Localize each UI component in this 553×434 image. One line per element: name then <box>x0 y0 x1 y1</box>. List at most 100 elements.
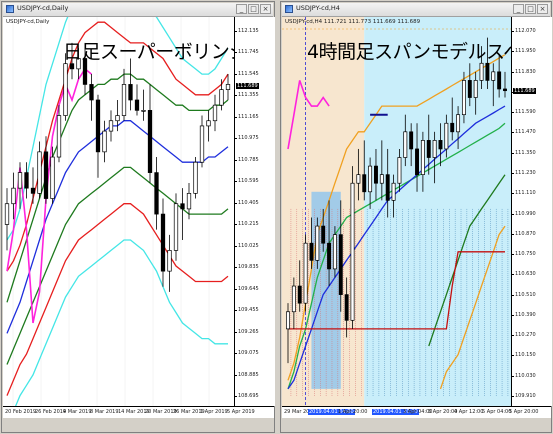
candle-body <box>186 192 192 210</box>
x-tick-label: 29 Mar 2019 <box>284 409 316 415</box>
y-tick-label: 109.910 <box>515 393 536 399</box>
candle-body <box>327 242 332 270</box>
h4-plot-area[interactable]: USDJPY-cd,H4 111.721 111.773 111.669 111… <box>282 17 511 406</box>
candle-body <box>11 187 16 205</box>
candle-body <box>397 157 402 184</box>
y-tick-label: 111.230 <box>515 169 536 176</box>
h4-chart-window[interactable]: USDJPY-cd,H4 _ □ × USDJPY-cd,H4 111.721 … <box>280 1 552 433</box>
candle-body <box>141 110 146 112</box>
minimize-icon[interactable]: _ <box>513 4 524 14</box>
y-tick <box>235 95 237 97</box>
y-tick-label: 111.545 <box>238 70 259 77</box>
x-tick-label: 1 Apr 20:00 <box>338 409 368 415</box>
y-tick-label: 110.990 <box>515 210 536 217</box>
y-tick <box>235 224 237 226</box>
daily-price-axis[interactable]: 112.135 111.745 111.545 111.355 111.165 110.9… <box>234 17 275 406</box>
candle-body <box>473 80 478 98</box>
series-line-red-1 <box>6 21 229 272</box>
y-tick-label: 110.595 <box>238 178 259 185</box>
current-price-label: 111.689 <box>236 82 259 89</box>
candle-body <box>444 122 449 150</box>
maximize-icon[interactable]: □ <box>525 4 536 14</box>
series-line-orange-1 <box>287 54 506 381</box>
plot-symbol: USDJPY-cd,Daily <box>6 19 50 25</box>
y-tick <box>235 245 237 247</box>
candle-body <box>303 242 308 304</box>
series-line-magenta-0 <box>287 80 330 150</box>
current-price-label: 111.689 <box>513 87 536 94</box>
x-tick-label: 20 Mar 2019 <box>145 409 177 415</box>
series-line-blue-3 <box>287 105 506 390</box>
window-titlebar[interactable]: USDJPY-cd,H4 _ □ × <box>282 3 550 17</box>
daily-chart-svg <box>4 17 231 406</box>
h4-price-axis[interactable]: 112.070111.950111.830111.710111.590111.4… <box>511 17 552 406</box>
close-icon[interactable]: × <box>260 4 271 14</box>
candle-body <box>212 104 218 122</box>
minimize-icon[interactable]: _ <box>236 4 247 14</box>
x-tick-label: 26 Feb 2019 <box>35 409 67 415</box>
y-tick <box>235 353 237 355</box>
y-tick <box>235 138 237 140</box>
x-tick-label: 14 Mar 2019 <box>118 409 150 415</box>
y-tick <box>512 396 514 397</box>
plot-symbol: USDJPY-cd,H4 111.721 111.773 111.669 111… <box>285 19 421 25</box>
y-tick-label: 111.745 <box>238 49 259 56</box>
y-tick-label: 108.695 <box>238 393 259 399</box>
y-tick-label: 109.835 <box>238 264 259 271</box>
y-tick <box>512 132 514 134</box>
y-tick <box>512 375 514 377</box>
candle-body <box>426 140 431 158</box>
series-line-cyan-0 <box>6 17 229 241</box>
x-tick-label: 5 Apr 2019 <box>227 409 255 415</box>
candle-body <box>76 58 81 70</box>
daily-plot-area[interactable]: USDJPY-cd,Daily 日足スーパーボリンジャー <box>3 17 234 406</box>
candle-body <box>43 151 49 199</box>
y-tick <box>512 172 514 174</box>
y-tick <box>512 335 514 337</box>
window-titlebar[interactable]: USDJPY-cd,Daily _ □ × <box>3 3 273 17</box>
y-tick-label: 110.630 <box>515 271 536 278</box>
candle-body <box>219 89 224 106</box>
candle-body <box>467 80 472 98</box>
candle-body <box>420 140 425 176</box>
y-tick-label: 110.025 <box>238 242 259 249</box>
x-tick-label: 26 Mar 2019 <box>173 409 205 415</box>
y-tick <box>512 71 514 73</box>
y-tick <box>512 274 514 276</box>
candle-body <box>89 84 94 101</box>
y-tick-label: 110.150 <box>515 352 536 359</box>
candle-body <box>368 165 373 193</box>
candle-body <box>344 294 349 321</box>
x-tick-label: 4 Mar 2019 <box>63 409 92 415</box>
candle-body <box>56 115 62 158</box>
y-tick-label: 110.750 <box>515 251 536 258</box>
daily-chart-window[interactable]: USDJPY-cd,Daily _ □ × USDJPY-cd,Daily 日足… <box>1 1 275 433</box>
series-line-cyan-6 <box>14 239 228 406</box>
y-tick <box>235 52 237 54</box>
y-tick <box>512 31 514 32</box>
y-tick <box>235 31 237 32</box>
y-tick <box>235 159 237 161</box>
y-tick <box>235 116 237 118</box>
candle-body <box>121 84 127 116</box>
series-line-green-4 <box>6 166 229 365</box>
candle-body <box>497 71 502 90</box>
candle-body <box>385 174 390 201</box>
candle-body <box>391 182 396 201</box>
y-tick-label: 110.870 <box>515 230 536 237</box>
daily-time-axis[interactable]: 20 Feb 2019 26 Feb 2019 4 Mar 2019 8 Mar 20… <box>3 406 274 418</box>
y-tick-label: 109.455 <box>238 307 259 314</box>
y-tick <box>512 193 514 195</box>
h4-time-axis[interactable]: 29 Mar 2019 2019.04.01 04:00 1 Apr 20:00 20… <box>282 406 551 418</box>
x-tick-label: 8 Mar 2019 <box>90 409 119 415</box>
y-tick-label: 110.270 <box>515 332 536 339</box>
candle-body <box>456 114 461 133</box>
maximize-icon[interactable]: □ <box>248 4 259 14</box>
y-tick-label: 111.830 <box>515 68 536 75</box>
y-tick <box>235 396 237 397</box>
close-icon[interactable]: × <box>537 4 548 14</box>
y-tick <box>235 374 237 376</box>
x-tick-label: 1 Apr 2019 <box>200 409 228 415</box>
y-tick-label: 110.030 <box>515 372 536 379</box>
candle-body <box>362 174 367 193</box>
